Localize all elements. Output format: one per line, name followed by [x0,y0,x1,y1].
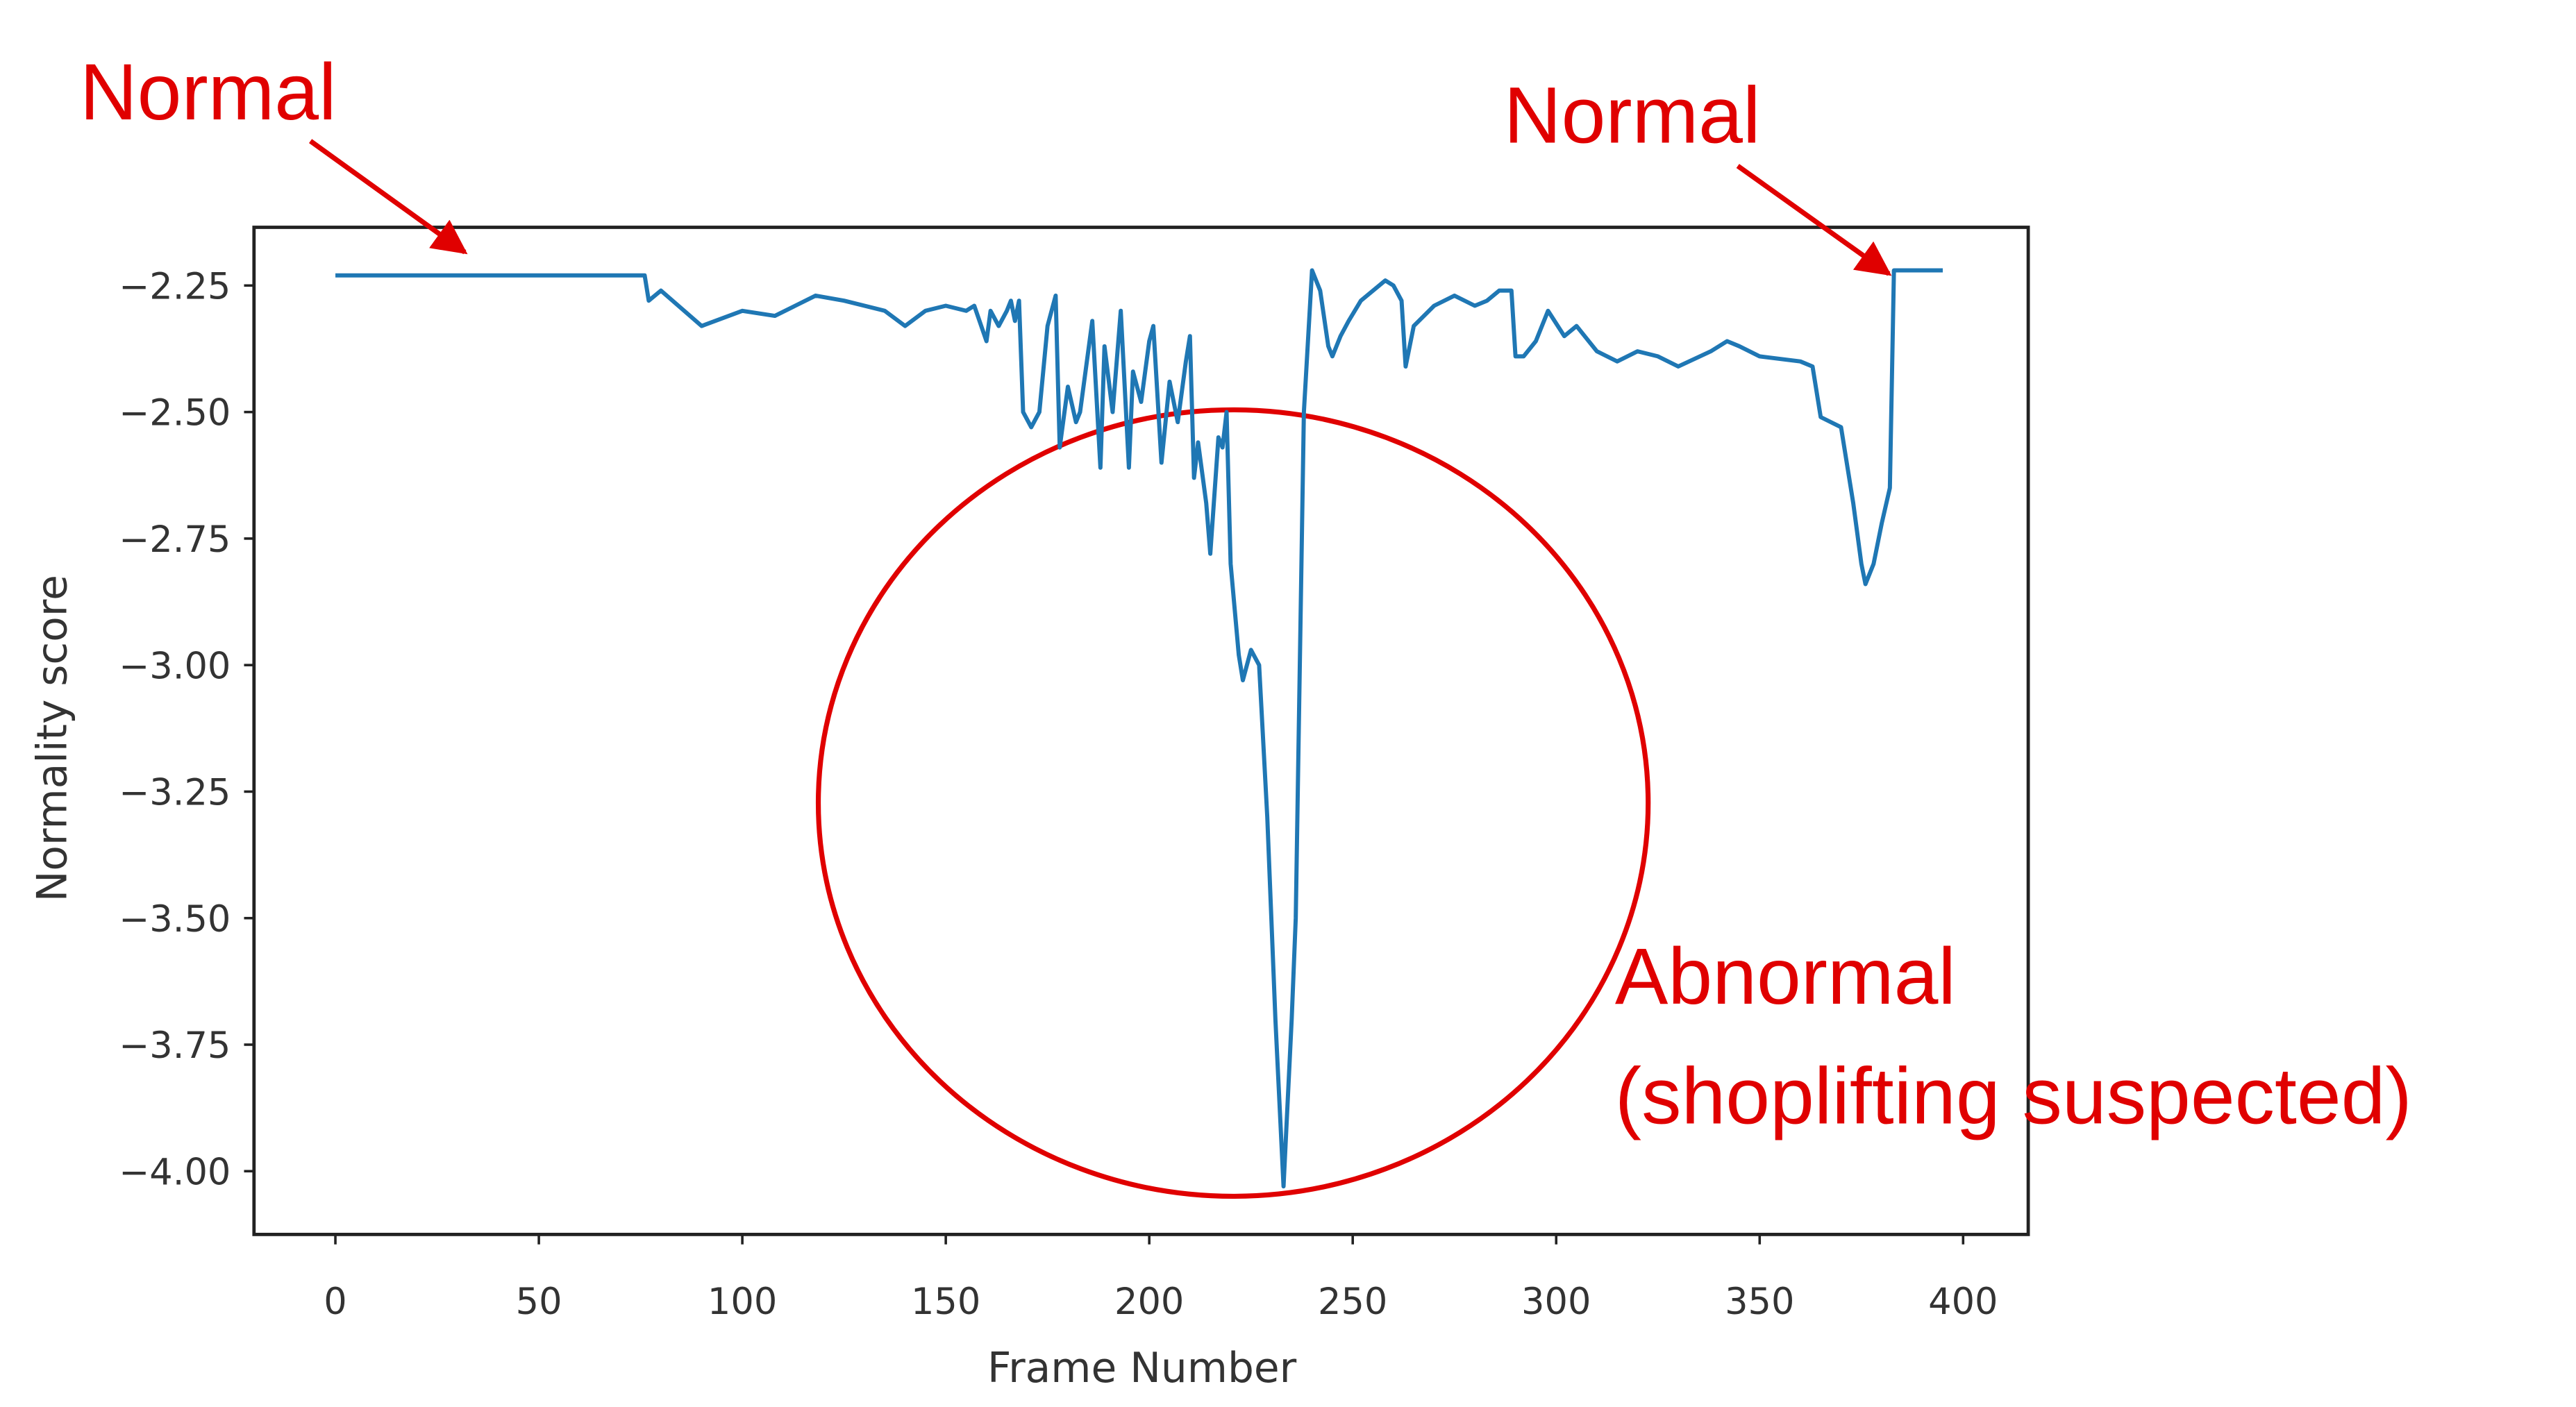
y-tick-label: −2.50 [119,392,231,435]
x-axis-label: Frame Number [987,1345,1297,1392]
x-tick-label: 50 [516,1281,562,1323]
x-tick-label: 300 [1521,1281,1591,1323]
y-tick-label: −3.75 [119,1025,231,1067]
x-tick-label: 400 [1928,1281,1998,1323]
line [335,268,1943,1189]
x-tick-label: 100 [708,1281,777,1323]
annotation: Abnormal [1615,932,1956,1021]
y-tick-label: −4.00 [119,1151,231,1193]
y-tick-label: −2.25 [119,265,231,307]
x-tick-label: 150 [911,1281,980,1323]
annotation: Normal [1504,71,1761,160]
x-tick-label: 350 [1725,1281,1794,1323]
arrow [1736,164,1892,276]
x-tick-label: 200 [1114,1281,1184,1323]
x-tick-label: 0 [324,1281,346,1323]
y-tick-label: −3.00 [119,645,231,687]
annotation: (shoplifting suspected) [1615,1052,2412,1140]
y-tick-label: −2.75 [119,519,231,561]
y-tick-label: −3.25 [119,772,231,814]
arrow [308,139,468,255]
x-tick-label: 250 [1318,1281,1387,1323]
y-tick-label: −3.50 [119,898,231,941]
highlight-ellipse [815,407,1651,1199]
annotation: Normal [80,48,337,137]
y-axis-label: Normality score [29,575,77,902]
